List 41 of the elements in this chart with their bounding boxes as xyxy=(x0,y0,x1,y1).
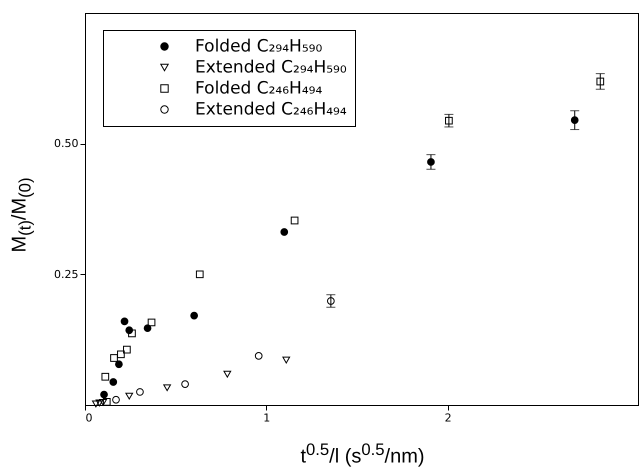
point xyxy=(99,398,107,406)
point xyxy=(282,356,290,364)
legend-label: Folded C₂₄₆H₄₉₄ xyxy=(195,78,322,98)
point xyxy=(596,78,604,86)
point xyxy=(254,352,263,360)
point xyxy=(290,216,298,224)
x-tick-label: 1 xyxy=(263,412,270,424)
point xyxy=(120,318,128,326)
x-tick-label: 2 xyxy=(444,412,452,424)
point xyxy=(136,388,144,396)
point xyxy=(96,400,104,406)
point xyxy=(181,380,189,388)
point xyxy=(327,297,335,305)
point xyxy=(445,116,453,125)
point xyxy=(123,346,131,354)
y-tick-label: 0.50 xyxy=(54,137,78,150)
legend-label: Extended C₂₉₄H₅₉₀ xyxy=(195,58,347,78)
point xyxy=(92,400,100,408)
point xyxy=(125,392,134,400)
legend-label: Folded C₂₉₄H₅₉₀ xyxy=(195,36,322,56)
point xyxy=(117,350,125,358)
point xyxy=(112,396,120,404)
point xyxy=(110,354,118,362)
point xyxy=(427,158,435,166)
point xyxy=(115,360,123,368)
point xyxy=(223,370,232,378)
point xyxy=(163,384,171,392)
point xyxy=(100,390,108,398)
x-tick-label: 0 xyxy=(86,412,92,424)
point xyxy=(102,398,111,406)
point xyxy=(148,318,156,326)
point xyxy=(128,330,136,338)
x-axis-title: t$^{0.5}$/l (s$^{0.5}$/nm) xyxy=(299,440,426,469)
point xyxy=(109,378,118,386)
legend-label: Extended C₂₄₆H₄₉₄ xyxy=(195,100,347,120)
point xyxy=(280,228,288,236)
point xyxy=(196,270,204,278)
point xyxy=(101,372,110,381)
y-tick-label: 0.25 xyxy=(54,268,78,281)
point xyxy=(190,312,198,320)
point xyxy=(570,116,579,124)
